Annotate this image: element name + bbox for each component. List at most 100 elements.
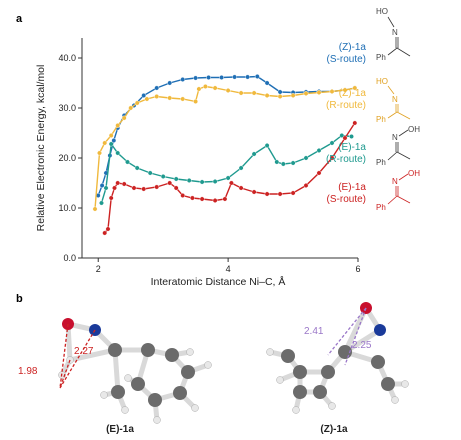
data-point (189, 195, 195, 201)
data-point (277, 94, 283, 99)
data-point (144, 96, 150, 102)
hydrogen-atom (266, 348, 274, 356)
e-oxime-structure-gray: N OH Ph (376, 125, 420, 167)
data-point (128, 105, 134, 111)
legend-entry-name: (Z)-1a (339, 88, 367, 99)
molecule-e-1a: 1.98 2.27 (E)-1a (18, 318, 212, 435)
data-point (173, 185, 179, 191)
data-point (180, 96, 186, 102)
data-point (167, 180, 173, 186)
x-ticks: 2 4 6 (96, 258, 361, 274)
data-point (303, 91, 309, 96)
data-point (329, 140, 335, 146)
data-point (251, 151, 257, 157)
hydrogen-atom (153, 416, 161, 424)
data-point (225, 88, 231, 93)
data-point (134, 100, 140, 106)
data-point (251, 90, 257, 96)
data-point (108, 141, 114, 147)
structure-label-ph: Ph (376, 53, 386, 62)
data-point (193, 99, 199, 104)
data-point (92, 206, 98, 212)
hydrogen-atom (121, 406, 129, 414)
data-point (134, 165, 140, 171)
chart-axes (81, 38, 358, 259)
series-e-r (99, 133, 354, 206)
data-point (349, 134, 354, 139)
chart-legend: (Z)-1a (S-route) HO N Ph (Z)-1a (R-route… (326, 7, 420, 212)
carbon-atom (141, 343, 155, 357)
series-e-s (102, 120, 358, 236)
structure-label-ph: Ph (376, 158, 386, 167)
structure-label-n: N (392, 95, 398, 104)
data-point (102, 230, 108, 236)
data-point (154, 94, 160, 99)
panel-label-a: a (16, 13, 23, 25)
series-z-r (92, 84, 358, 212)
data-point (111, 138, 117, 143)
carbon-atom (131, 377, 145, 391)
data-point (99, 183, 105, 188)
hydrogen-atom (391, 396, 399, 404)
hydrogen-atom (328, 402, 336, 410)
data-point (238, 165, 244, 171)
structure-label-ho: HO (376, 7, 388, 16)
legend-entry-route: (R-route) (326, 100, 366, 111)
data-point (212, 198, 218, 203)
data-point (290, 160, 296, 166)
interaction-dash (327, 307, 367, 356)
carbon-atom (181, 365, 195, 379)
data-point (108, 133, 114, 138)
structure-label-ho: HO (376, 77, 388, 86)
y-axis-title: Relative Electronic Energy, kcal/mol (35, 65, 47, 232)
distance-label: 1.98 (18, 366, 38, 377)
data-point (141, 93, 147, 98)
data-point (97, 150, 102, 156)
legend-entry-route: (S-route) (327, 194, 366, 205)
carbon-atom (293, 365, 307, 379)
hydrogen-atom (191, 404, 199, 412)
hydrogen-atom (186, 348, 194, 356)
legend-entry-z-s: (Z)-1a (S-route) HO N Ph (327, 7, 411, 65)
distance-label: 2.25 (352, 340, 372, 351)
y-tick-label: 20.0 (58, 153, 76, 163)
hydrogen-atom (100, 391, 108, 399)
data-point (228, 180, 234, 186)
data-point (199, 179, 205, 185)
nitrogen-atom (374, 324, 386, 336)
interaction-dash (59, 323, 69, 389)
distance-label: 2.27 (74, 346, 94, 357)
structure-label-ph: Ph (376, 115, 386, 124)
hydrogen-atom (401, 380, 409, 388)
data-point (329, 89, 335, 94)
data-point (225, 175, 231, 181)
data-point (115, 180, 121, 186)
molecule-z-1a: 2.41 2.25 (Z)-1a (266, 302, 409, 435)
data-point (199, 196, 205, 202)
data-point (277, 89, 283, 95)
data-point (212, 179, 218, 184)
data-point (121, 181, 127, 187)
legend-entry-name: (E)-1a (338, 182, 366, 193)
data-point (342, 135, 348, 141)
data-point (206, 75, 212, 80)
data-point (303, 183, 309, 188)
series-line (94, 85, 355, 210)
structure-label-n: N (392, 133, 398, 142)
data-point (167, 80, 173, 86)
data-point (303, 155, 309, 161)
y-tick-label: 30.0 (58, 103, 76, 113)
data-point (121, 115, 127, 121)
data-point (219, 75, 225, 80)
data-point (154, 85, 160, 91)
data-point (342, 87, 348, 93)
data-point (277, 191, 283, 197)
data-point (238, 185, 244, 191)
legend-entry-route: (R-route) (326, 154, 366, 165)
data-point (154, 184, 160, 190)
legend-entry-e-r: (E)-1a (R-route) N OH Ph (326, 125, 420, 167)
carbon-atom (293, 385, 307, 399)
data-point (196, 86, 202, 92)
data-point (115, 123, 121, 128)
